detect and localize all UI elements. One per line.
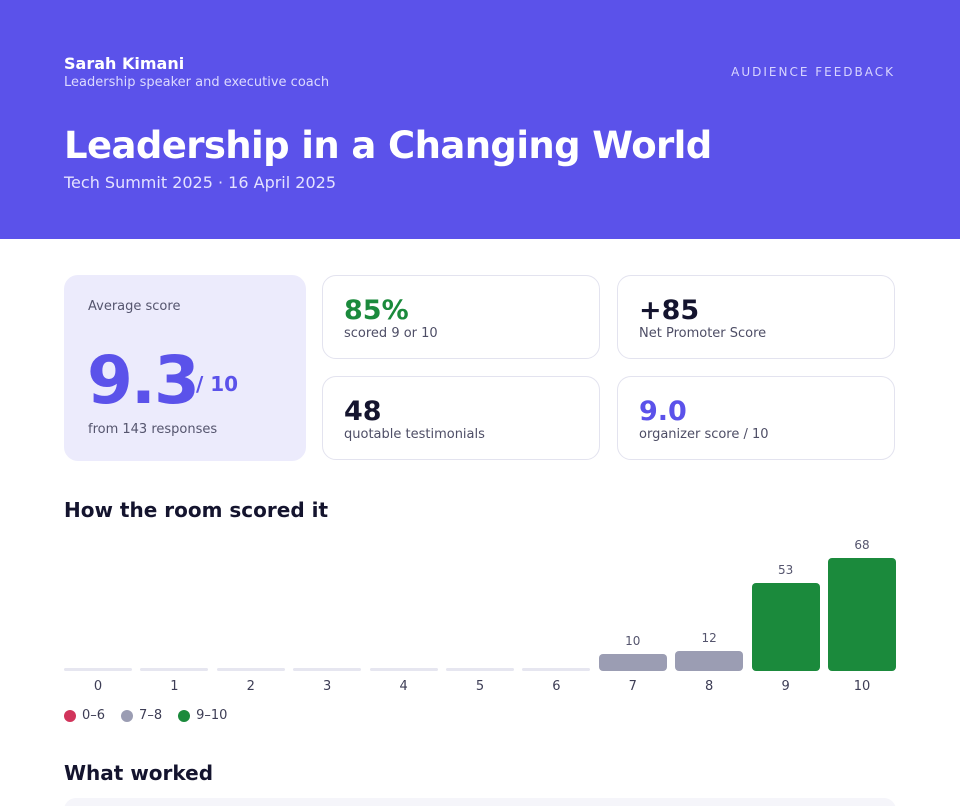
legend-item: 0–6 — [64, 708, 105, 723]
stat-card-testimonials: 48 quotable testimonials — [322, 376, 600, 460]
x-tick-label: 2 — [246, 679, 255, 694]
bar-8 — [675, 651, 744, 671]
stat-label: Net Promoter Score — [639, 326, 767, 341]
legend-dot-icon — [121, 709, 134, 722]
legend-dot-icon — [178, 709, 191, 722]
x-tick-label: 5 — [475, 679, 485, 694]
x-tick-label: 6 — [552, 679, 561, 694]
report-eyebrow: AUDIENCE FEEDBACK — [731, 65, 895, 79]
bar-column-5: 5 — [446, 530, 514, 700]
bar-7 — [598, 654, 667, 671]
bar-10 — [828, 558, 896, 671]
bar-2 — [216, 668, 285, 671]
average-score-value: 9.3 — [87, 342, 200, 419]
stat-value: +85 — [639, 295, 700, 326]
stat-label: scored 9 or 10 — [344, 326, 438, 341]
speaker-name: Sarah Kimani — [64, 54, 185, 73]
legend-label: 7–8 — [139, 708, 163, 723]
stat-value: 9.0 — [639, 396, 687, 427]
bar-value-label: 53 — [777, 562, 794, 577]
legend-item: 7–8 — [121, 708, 162, 723]
page-title: Leadership in a Changing World — [64, 124, 712, 167]
bar-column-10: 68 10 — [828, 530, 896, 700]
x-tick-label: 3 — [323, 679, 332, 694]
hero-banner: Sarah Kimani Leadership speaker and exec… — [0, 0, 960, 239]
bar-column-0: 0 — [64, 530, 132, 700]
average-score-unit: / 10 — [196, 372, 239, 396]
x-tick-label: 0 — [93, 679, 103, 694]
stat-value: 85% — [344, 295, 409, 326]
bar-value-label: 12 — [701, 631, 717, 646]
average-score-card: Average score 9.3 / 10 from 143 response… — [64, 275, 306, 461]
bar-column-3: 3 — [293, 530, 362, 700]
distribution-heading: How the room scored it — [64, 498, 329, 522]
legend-dot-icon — [64, 709, 76, 722]
what-worked-heading: What worked — [64, 761, 214, 785]
x-tick-label: 4 — [399, 679, 408, 694]
bar-column-9: 53 9 — [751, 530, 820, 700]
stat-value: 48 — [344, 396, 382, 427]
stat-label: quotable testimonials — [344, 427, 485, 442]
legend-label: 0–6 — [82, 708, 106, 723]
x-tick-label: 7 — [628, 679, 637, 694]
bar-3 — [293, 668, 362, 671]
x-tick-label: 8 — [705, 679, 714, 694]
page-subtitle: Tech Summit 2025 · 16 April 2025 — [64, 173, 336, 192]
bar-value-label: 68 — [854, 538, 870, 552]
average-score-label: Average score — [88, 299, 181, 314]
bar-column-6: 6 — [522, 530, 591, 700]
legend-item: 9–10 — [178, 708, 227, 723]
x-tick-label: 10 — [853, 679, 871, 694]
stat-card-organizer: 9.0 organizer score / 10 — [617, 376, 895, 460]
chart-legend: 0–6 7–8 9–10 — [64, 708, 227, 723]
bar-column-2: 2 — [216, 530, 285, 700]
what-worked-panel — [64, 798, 896, 806]
bar-1 — [140, 668, 209, 671]
response-count: from 143 responses — [88, 422, 218, 437]
bar-9 — [751, 582, 820, 671]
legend-label: 9–10 — [196, 708, 228, 723]
x-tick-label: 9 — [781, 679, 790, 694]
bar-4 — [369, 668, 438, 671]
stat-card-top-box: 85% scored 9 or 10 — [322, 275, 600, 359]
speaker-role: Leadership speaker and executive coach — [64, 75, 330, 90]
bar-5 — [446, 668, 514, 671]
bar-column-4: 4 — [369, 530, 438, 700]
bar-0 — [64, 668, 132, 671]
bar-6 — [522, 668, 591, 671]
bar-column-8: 12 8 — [675, 530, 744, 700]
x-tick-label: 1 — [170, 679, 179, 694]
score-distribution-chart: 0 1 2 3 4 5 6 10 7 12 8 53 9 68 10 — [0, 530, 960, 700]
stat-card-nps: +85 Net Promoter Score — [617, 275, 895, 359]
bar-column-1: 1 — [140, 530, 209, 700]
stat-label: organizer score / 10 — [639, 427, 769, 442]
bar-column-7: 10 7 — [598, 530, 667, 700]
bar-value-label: 10 — [625, 634, 641, 649]
